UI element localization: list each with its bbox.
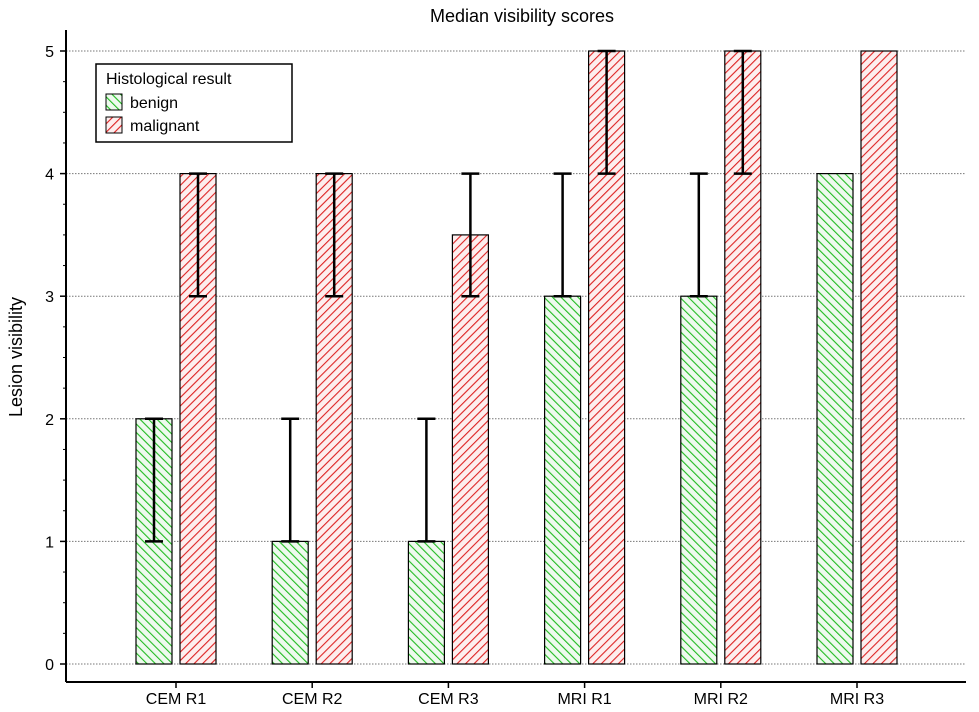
y-tick-label: 1	[45, 534, 54, 551]
legend-label-benign: benign	[130, 95, 178, 112]
bars	[135, 50, 898, 665]
legend-swatch-malignant	[105, 116, 123, 134]
legend-box	[95, 63, 293, 143]
x-tick-label: CEM R1	[146, 691, 207, 708]
y-tick-label: 5	[45, 44, 54, 61]
y-axis-label: Lesion visibility	[6, 297, 26, 417]
y-tick-label: 2	[45, 412, 54, 429]
y-tick-label: 0	[45, 657, 54, 674]
legend: Histological result benign malignant	[95, 63, 293, 143]
x-tick-label: MRI R1	[557, 691, 611, 708]
y-axis-ticks: 0 1 2 3 4 5	[45, 44, 66, 674]
bar-benign	[680, 295, 718, 665]
legend-swatch-benign	[105, 93, 123, 111]
x-tick-label: CEM R3	[418, 691, 479, 708]
bar-malignant	[860, 50, 898, 665]
bar-benign	[271, 540, 309, 665]
bar-benign	[816, 173, 854, 665]
x-tick-label: MRI R2	[694, 691, 748, 708]
y-tick-label: 3	[45, 289, 54, 306]
x-tick-label: CEM R2	[282, 691, 343, 708]
legend-title: Histological result	[106, 71, 232, 88]
y-tick-label: 4	[45, 167, 54, 184]
x-tick-label: MRI R3	[830, 691, 884, 708]
bar-benign	[407, 540, 445, 665]
bar-benign	[543, 295, 582, 665]
error-bars	[145, 49, 752, 543]
chart-title: Median visibility scores	[430, 6, 614, 26]
bar-malignant	[451, 234, 489, 665]
x-axis-ticks: CEM R1 CEM R2 CEM R3 MRI R1 MRI R2 MRI R3	[146, 682, 884, 708]
legend-label-malignant: malignant	[130, 118, 200, 135]
